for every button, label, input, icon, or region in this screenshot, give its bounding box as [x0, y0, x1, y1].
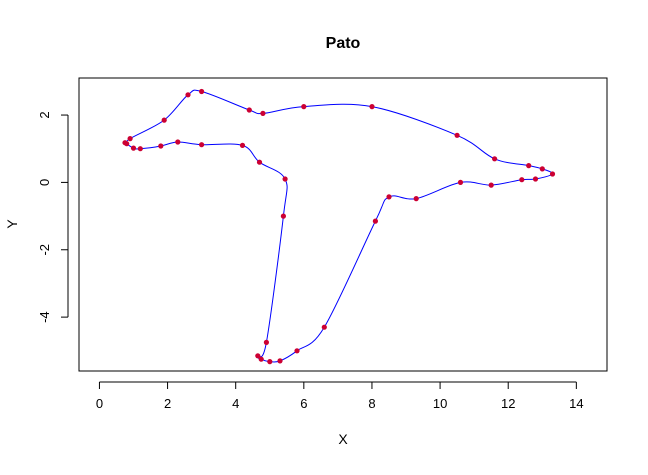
- data-point: [239, 142, 246, 148]
- data-point: [137, 146, 143, 152]
- y-axis-label: Y: [4, 219, 20, 229]
- data-point: [267, 359, 273, 365]
- data-point: [386, 194, 392, 200]
- data-point: [294, 348, 300, 354]
- data-point: [488, 182, 494, 188]
- data-point: [282, 176, 288, 182]
- data-point: [260, 110, 266, 116]
- data-point: [301, 104, 307, 110]
- y-axis: -4 -2 0 2: [37, 111, 69, 323]
- data-point: [457, 179, 464, 185]
- chart-title: Pato: [326, 35, 361, 52]
- data-point: [161, 117, 167, 123]
- data-point: [492, 156, 498, 162]
- x-tick-label: 10: [433, 396, 447, 411]
- x-axis-label: X: [338, 431, 348, 447]
- data-point: [263, 339, 269, 345]
- data-point: [122, 140, 128, 146]
- x-tick-label: 2: [164, 396, 171, 411]
- x-tick-label: 14: [569, 396, 583, 411]
- data-point: [519, 177, 525, 183]
- data-point: [372, 218, 378, 224]
- data-point: [549, 171, 556, 177]
- plot-frame: [78, 77, 608, 372]
- duck-outline-line: [124, 89, 554, 363]
- y-tick-label: -4: [37, 311, 52, 323]
- data-point: [532, 176, 539, 182]
- data-points: [122, 88, 556, 365]
- y-tick-label: -2: [37, 244, 52, 256]
- data-point: [526, 163, 532, 169]
- x-axis: 0 2 4 6 8 10 12 14: [96, 381, 584, 411]
- data-point: [246, 107, 252, 113]
- data-point: [158, 143, 164, 149]
- x-tick-label: 0: [96, 396, 103, 411]
- x-tick-label: 8: [368, 396, 375, 411]
- y-tick-label: 2: [37, 111, 52, 118]
- data-point: [280, 213, 286, 219]
- data-point: [175, 139, 181, 145]
- x-tick-label: 12: [501, 396, 515, 411]
- data-point: [369, 104, 375, 110]
- data-point: [185, 92, 191, 98]
- data-point: [199, 142, 205, 148]
- x-tick-label: 6: [300, 396, 307, 411]
- data-point: [199, 88, 205, 95]
- data-point: [258, 356, 264, 362]
- data-point: [127, 136, 133, 142]
- y-tick-label: 0: [37, 179, 52, 186]
- data-point: [256, 159, 263, 165]
- data-point: [539, 166, 545, 172]
- x-tick-label: 4: [232, 396, 239, 411]
- data-point: [454, 132, 460, 138]
- data-point: [277, 358, 283, 364]
- data-point: [130, 145, 137, 151]
- data-point: [413, 196, 419, 202]
- data-point: [321, 324, 327, 330]
- data-point: [255, 353, 261, 359]
